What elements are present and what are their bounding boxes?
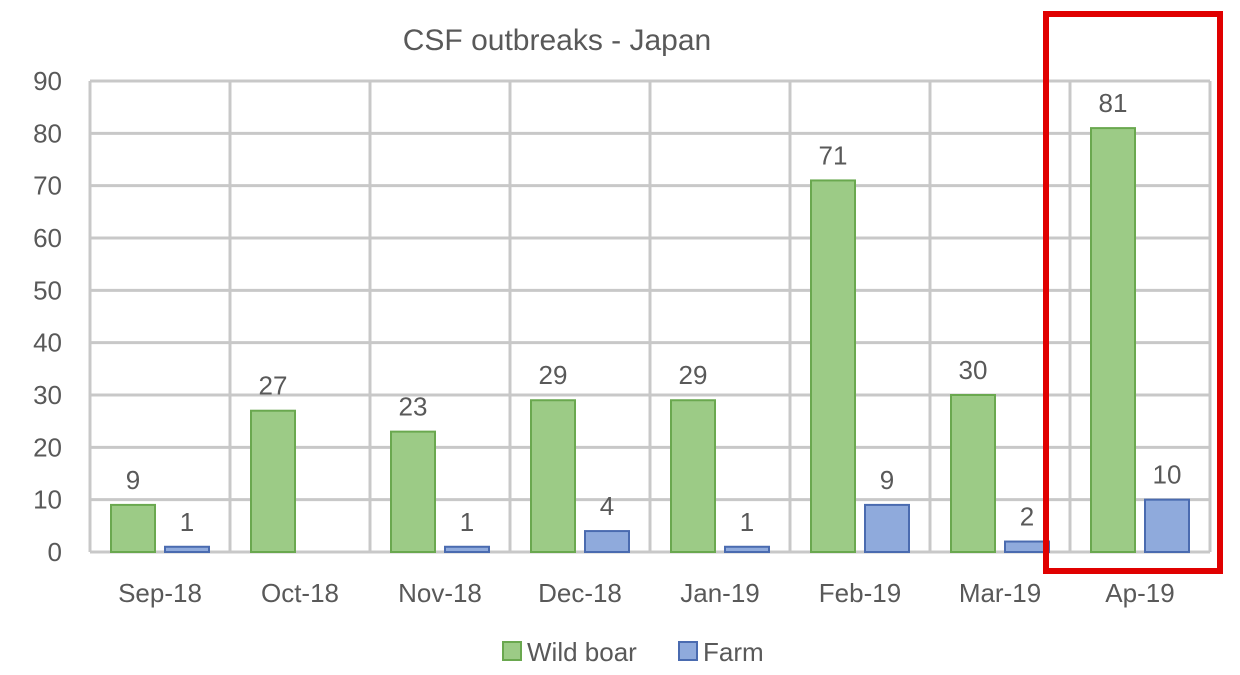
legend-swatch xyxy=(502,641,522,661)
y-tick-label: 80 xyxy=(33,118,62,148)
y-tick-label: 70 xyxy=(33,171,62,201)
bar-wild-boar xyxy=(110,503,156,553)
bar-wild-boar xyxy=(950,394,996,553)
bar-farm xyxy=(444,545,490,553)
data-label: 2 xyxy=(1020,502,1034,532)
data-label: 29 xyxy=(679,360,708,390)
legend-swatch xyxy=(678,641,698,661)
y-tick-label: 60 xyxy=(33,223,62,253)
x-tick-label: Oct-18 xyxy=(261,578,339,608)
y-tick-label: 0 xyxy=(48,537,62,567)
data-label: 30 xyxy=(959,355,988,385)
y-tick-label: 40 xyxy=(33,328,62,358)
data-label: 27 xyxy=(259,371,288,401)
bar-wild-boar xyxy=(250,409,296,554)
y-tick-label: 20 xyxy=(33,432,62,462)
data-label: 4 xyxy=(600,491,614,521)
data-label: 23 xyxy=(399,392,428,422)
data-label: 1 xyxy=(180,507,194,537)
data-label: 9 xyxy=(880,465,894,495)
bar-wild-boar xyxy=(390,430,436,553)
bar-wild-boar xyxy=(670,399,716,553)
y-tick-label: 50 xyxy=(33,275,62,305)
y-tick-label: 30 xyxy=(33,380,62,410)
x-tick-label: Mar-19 xyxy=(959,578,1041,608)
data-label: 1 xyxy=(460,507,474,537)
bar-wild-boar xyxy=(810,179,856,554)
x-tick-label: Ap-19 xyxy=(1105,578,1174,608)
data-label: 29 xyxy=(539,360,568,390)
bar-wild-boar xyxy=(1090,127,1136,553)
bar-farm xyxy=(1144,498,1190,553)
data-label: 9 xyxy=(126,465,140,495)
x-tick-label: Nov-18 xyxy=(398,578,482,608)
bar-farm xyxy=(584,530,630,553)
data-label: 81 xyxy=(1099,88,1128,118)
y-tick-label: 10 xyxy=(33,485,62,515)
data-label: 1 xyxy=(740,507,754,537)
data-label: 71 xyxy=(819,140,848,170)
legend-label: Wild boar xyxy=(527,637,637,667)
legend-label: Farm xyxy=(703,637,764,667)
bar-farm xyxy=(164,545,210,553)
y-tick-label: 90 xyxy=(33,66,62,96)
bar-farm xyxy=(724,545,770,553)
x-tick-label: Feb-19 xyxy=(819,578,901,608)
x-tick-label: Sep-18 xyxy=(118,578,202,608)
x-tick-label: Jan-19 xyxy=(680,578,760,608)
chart-title: CSF outbreaks - Japan xyxy=(403,24,711,57)
highlight-box xyxy=(1043,11,1223,574)
data-label: 10 xyxy=(1153,460,1182,490)
bar-wild-boar xyxy=(530,399,576,553)
bar-farm xyxy=(864,503,910,553)
bar-farm xyxy=(1004,540,1050,553)
x-tick-label: Dec-18 xyxy=(538,578,622,608)
